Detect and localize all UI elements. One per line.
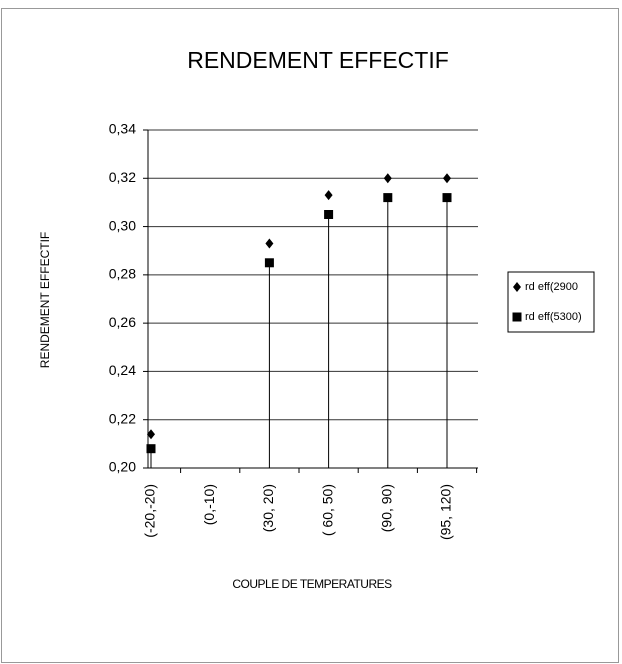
diamond-marker (265, 238, 274, 249)
y-tick-label: 0,30 (109, 217, 136, 233)
x-axis-label: COUPLE DE TEMPERATURES (232, 577, 392, 591)
frame (1, 8, 619, 663)
y-tick-label: 0,34 (109, 121, 136, 137)
legend-label: rd eff(2900 (525, 281, 578, 293)
x-tick-label: (95, 120) (438, 484, 454, 540)
square-marker (146, 444, 156, 454)
legend-label: rd eff(5300) (525, 311, 582, 323)
y-tick-label: 0,22 (109, 410, 136, 426)
y-tick-label: 0,20 (109, 459, 136, 475)
square-marker (512, 312, 522, 322)
x-tick-label: ( 60, 50) (319, 484, 335, 536)
x-tick-label: (-20,-20) (142, 484, 158, 538)
square-marker (264, 258, 274, 268)
y-tick-label: 0,24 (109, 362, 136, 378)
diamond-marker (443, 173, 451, 184)
x-tick-label: (0,-10) (201, 484, 217, 525)
legend-box (507, 271, 595, 333)
y-tick-label: 0,26 (109, 314, 136, 330)
diamond-marker (324, 190, 333, 201)
diamond-marker (147, 429, 155, 440)
y-tick-label: 0,32 (109, 169, 136, 185)
x-tick-label: (90, 90) (379, 484, 395, 532)
square-marker (442, 193, 452, 203)
diamond-marker (513, 282, 521, 292)
square-marker (383, 193, 393, 203)
y-tick-label: 0,28 (109, 266, 136, 282)
x-tick-label: (30, 20) (260, 484, 276, 532)
square-marker (324, 210, 334, 219)
y-axis-label: RENDEMENT EFFECTIF (38, 232, 52, 368)
chart-title: RENDEMENT EFFECTIF (187, 47, 449, 73)
diamond-marker (383, 173, 392, 184)
